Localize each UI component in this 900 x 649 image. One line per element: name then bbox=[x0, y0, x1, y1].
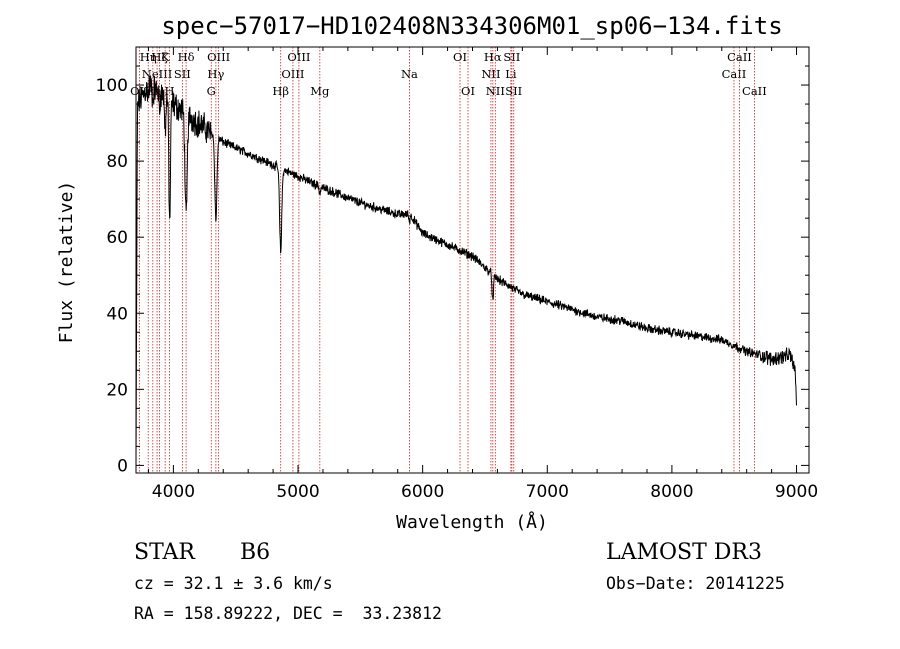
spectral-line-label: SII bbox=[503, 50, 520, 64]
y-tick-label: 80 bbox=[106, 152, 128, 172]
x-tick-label: 5000 bbox=[276, 482, 319, 502]
spectral-line-label: CaII bbox=[722, 67, 747, 81]
survey-name: LAMOST DR3 bbox=[606, 540, 762, 565]
x-tick-label: 4000 bbox=[152, 482, 195, 502]
y-tick-label: 0 bbox=[117, 456, 128, 476]
spectral-line-label: SII bbox=[505, 84, 522, 98]
spectral-line-label: SII bbox=[174, 67, 191, 81]
x-tick-label: 6000 bbox=[401, 482, 444, 502]
spectral-line-label: OIII bbox=[281, 67, 304, 81]
y-tick-label: 40 bbox=[106, 304, 128, 324]
spectral-line-label: Hδ bbox=[178, 50, 195, 64]
obs-date: Obs−Date: 20141225 bbox=[606, 574, 785, 593]
spectral-line-label: Li bbox=[505, 67, 517, 81]
x-axis-ticks: 4000 5000 6000 7000 8000 9000 bbox=[147, 47, 818, 502]
y-axis-label: Flux (relative) bbox=[56, 181, 77, 344]
y-axis-ticks: 0 20 40 60 80 100 bbox=[96, 65, 809, 476]
spectral-line-label: NII bbox=[481, 67, 500, 81]
spectral-line-label: OI bbox=[461, 84, 475, 98]
redshift-cz: cz = 32.1 ± 3.6 km/s bbox=[134, 574, 333, 593]
plot-frame bbox=[135, 46, 810, 474]
spectral-line-label: OIII bbox=[287, 50, 310, 64]
spectral-line-label: Hα bbox=[484, 50, 502, 64]
spectral-line-label: NII bbox=[486, 84, 505, 98]
x-tick-label: 7000 bbox=[526, 482, 569, 502]
spectral-line-label: NeIII bbox=[142, 67, 173, 81]
spectral-line-label: G bbox=[207, 84, 216, 98]
spectral-line-label: Mg bbox=[310, 84, 330, 98]
spectral-lines: OIIHηHηNeIIIHζKHSIIHδGHγOIIIHβOIIIOIIIMg… bbox=[130, 47, 767, 473]
spectral-line-label: CaII bbox=[727, 50, 752, 64]
chart-title: spec−57017−HD102408N334306M01_sp06−134.f… bbox=[161, 12, 782, 40]
x-tick-label: 8000 bbox=[650, 482, 693, 502]
spectral-line-label: Hζ bbox=[151, 50, 167, 64]
x-tick-label: 9000 bbox=[775, 482, 818, 502]
spectral-line-label: OIII bbox=[207, 50, 230, 64]
spectral-line-label: K bbox=[161, 50, 170, 64]
object-type: STAR bbox=[134, 540, 195, 565]
y-tick-label: 20 bbox=[106, 380, 128, 400]
spectral-line-label: CaII bbox=[742, 84, 767, 98]
spectral-line-label: Na bbox=[401, 67, 418, 81]
x-axis-label: Wavelength (Å) bbox=[396, 511, 548, 533]
y-tick-label: 100 bbox=[96, 76, 128, 96]
object-subclass: B6 bbox=[240, 540, 271, 565]
spectral-line-label: Hγ bbox=[207, 67, 224, 81]
coordinates: RA = 158.89222, DEC = 33.23812 bbox=[134, 604, 442, 623]
spectral-line-label: OI bbox=[453, 50, 467, 64]
y-tick-label: 60 bbox=[106, 228, 128, 248]
spectral-line-label: H bbox=[165, 84, 175, 98]
spectrum-line bbox=[135, 75, 797, 466]
spectral-line-label: Hβ bbox=[272, 84, 289, 98]
